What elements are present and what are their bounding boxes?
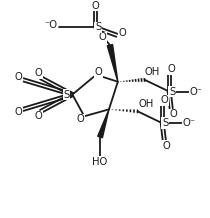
Text: O: O	[14, 72, 22, 82]
Text: O: O	[162, 141, 170, 151]
Text: O: O	[169, 109, 177, 119]
Text: S: S	[95, 22, 101, 32]
Text: S: S	[162, 118, 168, 128]
Text: O: O	[160, 95, 168, 106]
Text: O: O	[94, 67, 102, 77]
Text: O: O	[91, 1, 99, 11]
Text: O: O	[119, 28, 127, 38]
Text: O: O	[35, 68, 43, 78]
Text: O: O	[167, 64, 175, 74]
Text: OH: OH	[139, 99, 154, 109]
Text: HO: HO	[92, 157, 108, 167]
Text: O: O	[76, 114, 84, 124]
Polygon shape	[107, 45, 118, 82]
Text: O: O	[14, 107, 22, 117]
Text: O: O	[35, 111, 43, 121]
Text: OH: OH	[145, 67, 160, 77]
Text: O⁻: O⁻	[182, 118, 196, 128]
Text: O⁻: O⁻	[189, 87, 202, 97]
Text: S: S	[169, 87, 175, 97]
Text: ⁻O: ⁻O	[44, 20, 57, 30]
Text: S: S	[63, 90, 70, 100]
Polygon shape	[98, 109, 109, 138]
Text: O: O	[98, 32, 106, 42]
